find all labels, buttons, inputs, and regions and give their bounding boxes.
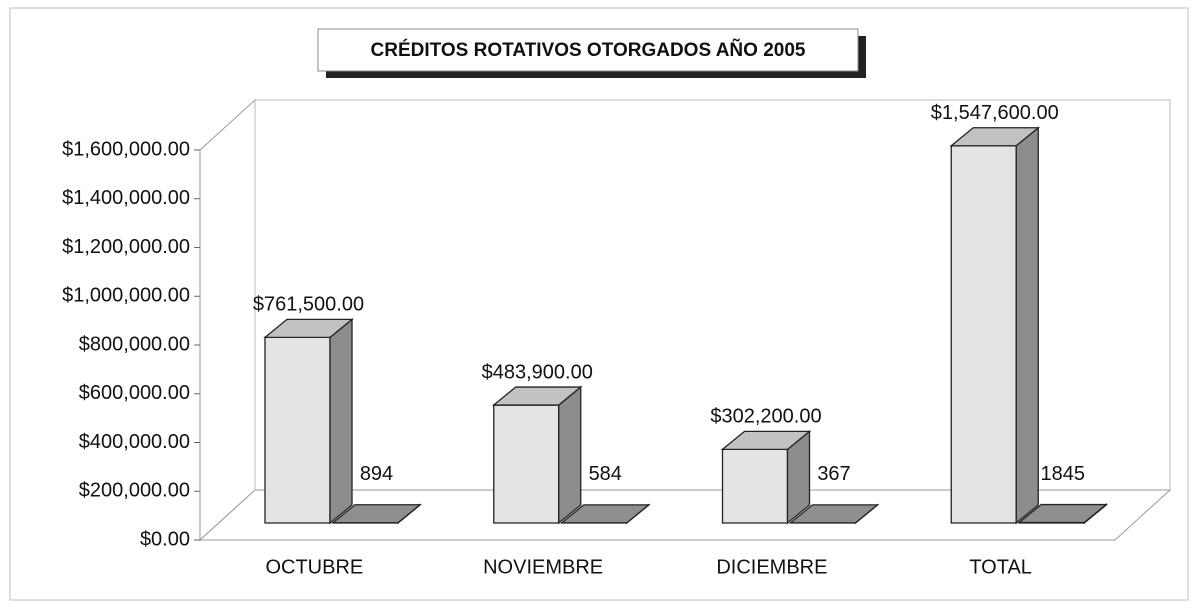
bar bbox=[331, 503, 422, 525]
data-label: 584 bbox=[589, 463, 622, 485]
bar-top bbox=[559, 504, 651, 524]
data-label: $1,547,600.00 bbox=[931, 102, 1059, 124]
data-label: $302,200.00 bbox=[710, 406, 821, 428]
bar-top bbox=[331, 504, 422, 524]
bar-top bbox=[949, 127, 1041, 147]
data-label: 894 bbox=[360, 463, 393, 485]
x-tick-label: DICIEMBRE bbox=[716, 556, 827, 578]
chart-title: CRÉDITOS ROTATIVOS OTORGADOS AÑO 2005 bbox=[371, 39, 806, 61]
chart-frame bbox=[9, 7, 1189, 601]
x-tick-label: TOTAL bbox=[969, 556, 1032, 578]
y-tick-label: $1,200,000.00 bbox=[62, 236, 190, 258]
y-tick-label: $0.00 bbox=[140, 528, 190, 550]
bar bbox=[1017, 503, 1109, 525]
y-tick-label: $200,000.00 bbox=[79, 480, 190, 502]
x-tick-label: OCTUBRE bbox=[265, 556, 363, 578]
bar-side bbox=[1015, 126, 1039, 525]
bar bbox=[949, 126, 1041, 525]
title-box bbox=[317, 28, 859, 72]
bar-front bbox=[264, 336, 331, 524]
bar-top bbox=[491, 386, 583, 406]
data-label: $761,500.00 bbox=[253, 294, 364, 316]
bar bbox=[491, 385, 583, 525]
data-label: $483,900.00 bbox=[482, 361, 593, 383]
x-tick-label: NOVIEMBRE bbox=[483, 556, 603, 578]
y-tick-label: $1,000,000.00 bbox=[62, 285, 190, 307]
bar-side bbox=[329, 318, 353, 525]
bar-top bbox=[1017, 503, 1109, 524]
bar bbox=[788, 503, 880, 525]
y-tick-label: $800,000.00 bbox=[79, 333, 190, 355]
bar-top bbox=[263, 318, 354, 339]
data-label: 367 bbox=[817, 463, 850, 485]
y-tick-label: $600,000.00 bbox=[79, 382, 190, 404]
bar-side bbox=[558, 385, 582, 525]
bar-top bbox=[720, 430, 812, 450]
bar bbox=[720, 429, 812, 525]
side-wall bbox=[199, 98, 256, 542]
bar bbox=[263, 318, 354, 525]
y-tick-label: $400,000.00 bbox=[79, 431, 190, 453]
y-tick-label: $1,400,000.00 bbox=[62, 187, 190, 209]
floor bbox=[198, 489, 1172, 541]
bar-front bbox=[493, 404, 560, 524]
y-tick-label: $1,600,000.00 bbox=[62, 138, 190, 160]
bar bbox=[559, 503, 651, 525]
bar-top bbox=[788, 504, 880, 524]
data-label: 1845 bbox=[1041, 463, 1086, 485]
bar-front bbox=[950, 145, 1017, 524]
bar-front bbox=[721, 448, 789, 524]
